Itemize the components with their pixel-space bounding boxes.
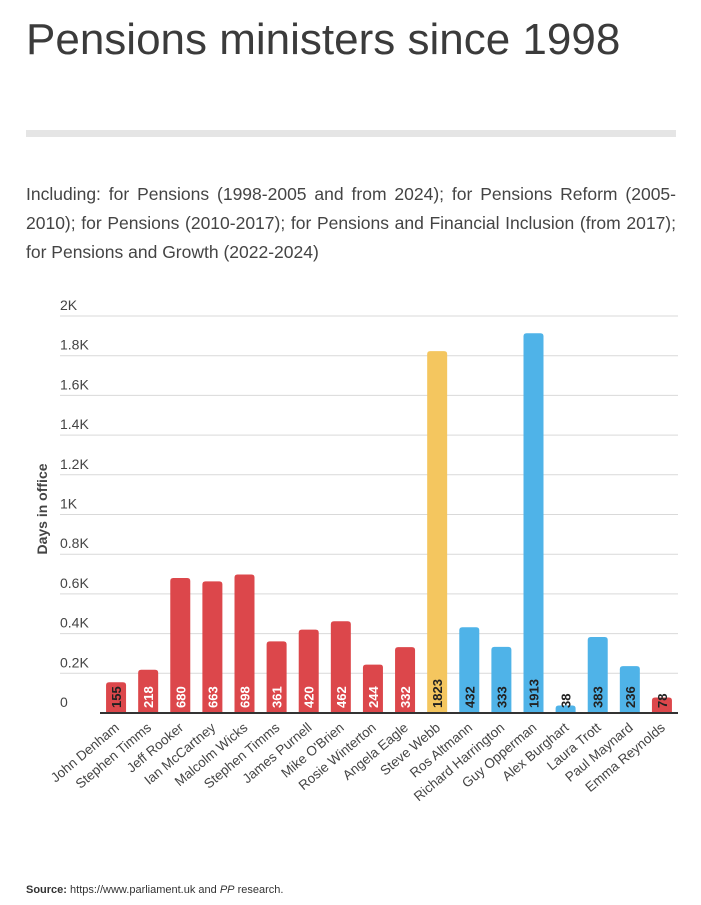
bar-value-label: 462 bbox=[334, 686, 349, 708]
chart-subtitle: Including: for Pensions (1998-2005 and f… bbox=[26, 184, 676, 262]
bar bbox=[266, 641, 287, 713]
y-tick-label: 0 bbox=[60, 694, 68, 710]
bar bbox=[138, 669, 159, 713]
bar-value-label: 333 bbox=[494, 686, 509, 708]
bar-value-label: 244 bbox=[366, 686, 381, 708]
bar bbox=[651, 697, 672, 713]
bar-value-label: 1913 bbox=[527, 679, 542, 708]
bar bbox=[395, 647, 416, 713]
bar-value-label: 420 bbox=[302, 686, 317, 708]
bar bbox=[106, 682, 127, 713]
bar-value-label: 38 bbox=[559, 694, 574, 708]
title-divider bbox=[26, 130, 676, 137]
bar-chart: 0 0.2K 0.4K 0.6K 0.8K 1K 1.2K 1.4K 1.6K 1.8K 2K Da… bbox=[34, 297, 678, 804]
y-tick-label: 1K bbox=[60, 496, 78, 512]
y-tick-label: 1.4K bbox=[60, 416, 89, 432]
bar-value-label: 155 bbox=[109, 686, 124, 708]
bar bbox=[170, 578, 191, 713]
bar bbox=[298, 629, 319, 713]
bar bbox=[427, 351, 448, 713]
y-axis-label: Days in office bbox=[34, 463, 50, 554]
source-label: Source: bbox=[26, 884, 67, 896]
y-axis-ticks: 0 0.2K 0.4K 0.6K 0.8K 1K 1.2K 1.4K 1.6K 1.8K 2K bbox=[60, 297, 89, 710]
y-tick-label: 0.4K bbox=[60, 615, 89, 631]
bar-value-label: 361 bbox=[270, 686, 285, 708]
y-tick-label: 1.2K bbox=[60, 456, 89, 472]
bar bbox=[555, 705, 576, 713]
source-text-before: https://www.parliament.uk and bbox=[70, 884, 220, 896]
y-tick-label: 0.2K bbox=[60, 654, 89, 670]
bar bbox=[587, 636, 608, 713]
bar bbox=[523, 333, 544, 713]
bar bbox=[619, 666, 640, 713]
bar bbox=[234, 574, 255, 713]
source-text-after: research. bbox=[234, 884, 284, 896]
page-title: Pensions ministers since 1998 bbox=[26, 15, 621, 64]
bar-value-label: 663 bbox=[205, 686, 220, 708]
bar-value-label: 680 bbox=[173, 686, 188, 708]
bar-value-label: 1823 bbox=[430, 679, 445, 708]
bar-value-label: 432 bbox=[462, 686, 477, 708]
source-note: Source: https://www.parliament.uk and PP… bbox=[26, 884, 283, 896]
bar bbox=[362, 664, 383, 713]
bar-value-label: 218 bbox=[141, 686, 156, 708]
y-tick-label: 2K bbox=[60, 297, 78, 313]
bar bbox=[330, 621, 351, 713]
y-tick-label: 0.6K bbox=[60, 575, 89, 591]
bar-value-label: 78 bbox=[655, 694, 670, 708]
bar bbox=[491, 646, 512, 713]
y-tick-label: 1.8K bbox=[60, 337, 89, 353]
bar-value-label: 332 bbox=[398, 686, 413, 708]
bar bbox=[459, 627, 480, 713]
y-tick-label: 1.6K bbox=[60, 376, 89, 392]
bar-value-label: 236 bbox=[623, 686, 638, 708]
gridlines bbox=[60, 315, 678, 674]
source-text-italic: PP bbox=[219, 884, 235, 896]
bars: 155 218 680 663 698 361 420 462 244 332 1823 432 333… bbox=[106, 333, 672, 713]
bar bbox=[202, 581, 223, 713]
bar-value-label: 698 bbox=[238, 686, 253, 708]
y-tick-label: 0.8K bbox=[60, 535, 89, 551]
bar-value-label: 383 bbox=[591, 686, 606, 708]
